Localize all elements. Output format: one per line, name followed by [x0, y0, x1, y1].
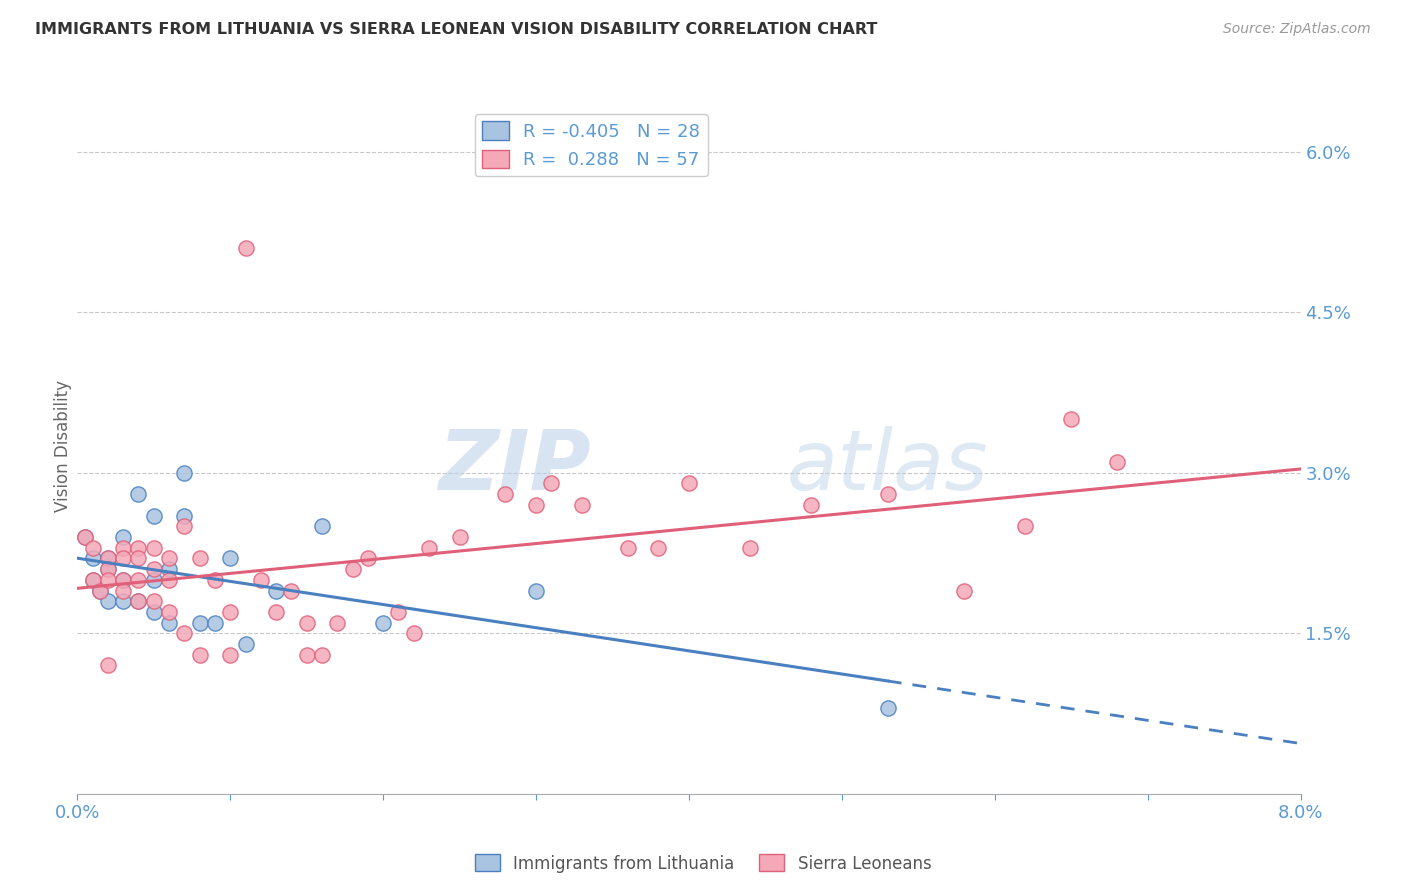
Point [142, 562, 165, 576]
Point [371, 615, 394, 630]
Point [128, 487, 150, 501]
Point [387, 605, 409, 619]
Point [235, 637, 257, 651]
Point [157, 573, 180, 587]
Point [112, 573, 135, 587]
Point [112, 551, 135, 566]
Point [188, 615, 211, 630]
Point [112, 573, 135, 587]
Point [97, 562, 120, 576]
Point [740, 541, 762, 555]
Point [82, 573, 104, 587]
Point [204, 573, 226, 587]
Point [617, 541, 640, 555]
Point [326, 615, 349, 630]
Point [219, 605, 242, 619]
Text: ZIP: ZIP [439, 426, 591, 508]
Point [800, 498, 823, 512]
Point [173, 519, 195, 533]
Point [449, 530, 471, 544]
Point [112, 583, 135, 598]
Point [876, 701, 898, 715]
Point [418, 541, 440, 555]
Point [128, 594, 150, 608]
Point [142, 573, 165, 587]
Point [128, 573, 150, 587]
Point [219, 648, 242, 662]
Legend: Immigrants from Lithuania, Sierra Leoneans: Immigrants from Lithuania, Sierra Leonea… [468, 847, 938, 880]
Point [571, 498, 593, 512]
Point [540, 476, 562, 491]
Point [112, 530, 135, 544]
Point [295, 615, 318, 630]
Point [82, 573, 104, 587]
Point [89, 583, 111, 598]
Point [402, 626, 425, 640]
Point [357, 551, 380, 566]
Point [157, 562, 180, 576]
Point [82, 551, 104, 566]
Point [128, 541, 150, 555]
Point [97, 658, 120, 673]
Point [142, 508, 165, 523]
Point [342, 562, 364, 576]
Point [876, 487, 898, 501]
Point [1014, 519, 1036, 533]
Point [73, 530, 96, 544]
Point [495, 487, 517, 501]
Point [142, 594, 165, 608]
Point [142, 605, 165, 619]
Point [311, 648, 333, 662]
Point [97, 551, 120, 566]
Point [112, 594, 135, 608]
Point [157, 615, 180, 630]
Point [128, 551, 150, 566]
Point [1060, 412, 1083, 426]
Point [173, 466, 195, 480]
Point [295, 648, 318, 662]
Point [311, 519, 333, 533]
Point [188, 648, 211, 662]
Text: atlas: atlas [787, 426, 988, 508]
Point [204, 615, 226, 630]
Point [524, 583, 547, 598]
Point [97, 562, 120, 576]
Point [157, 551, 180, 566]
Y-axis label: Vision Disability: Vision Disability [55, 380, 73, 512]
Point [142, 541, 165, 555]
Point [280, 583, 302, 598]
Point [524, 498, 547, 512]
Point [97, 573, 120, 587]
Point [82, 541, 104, 555]
Text: IMMIGRANTS FROM LITHUANIA VS SIERRA LEONEAN VISION DISABILITY CORRELATION CHART: IMMIGRANTS FROM LITHUANIA VS SIERRA LEON… [35, 22, 877, 37]
Point [1107, 455, 1129, 469]
Point [157, 605, 180, 619]
Text: Source: ZipAtlas.com: Source: ZipAtlas.com [1223, 22, 1371, 37]
Point [188, 551, 211, 566]
Point [250, 573, 273, 587]
Point [678, 476, 700, 491]
Point [647, 541, 669, 555]
Point [264, 583, 287, 598]
Legend: R = -0.405   N = 28, R =  0.288   N = 57: R = -0.405 N = 28, R = 0.288 N = 57 [475, 114, 707, 177]
Point [89, 583, 111, 598]
Point [73, 530, 96, 544]
Point [235, 241, 257, 255]
Point [953, 583, 976, 598]
Point [264, 605, 287, 619]
Point [128, 594, 150, 608]
Point [97, 594, 120, 608]
Point [112, 541, 135, 555]
Point [219, 551, 242, 566]
Point [173, 626, 195, 640]
Point [97, 551, 120, 566]
Point [173, 508, 195, 523]
